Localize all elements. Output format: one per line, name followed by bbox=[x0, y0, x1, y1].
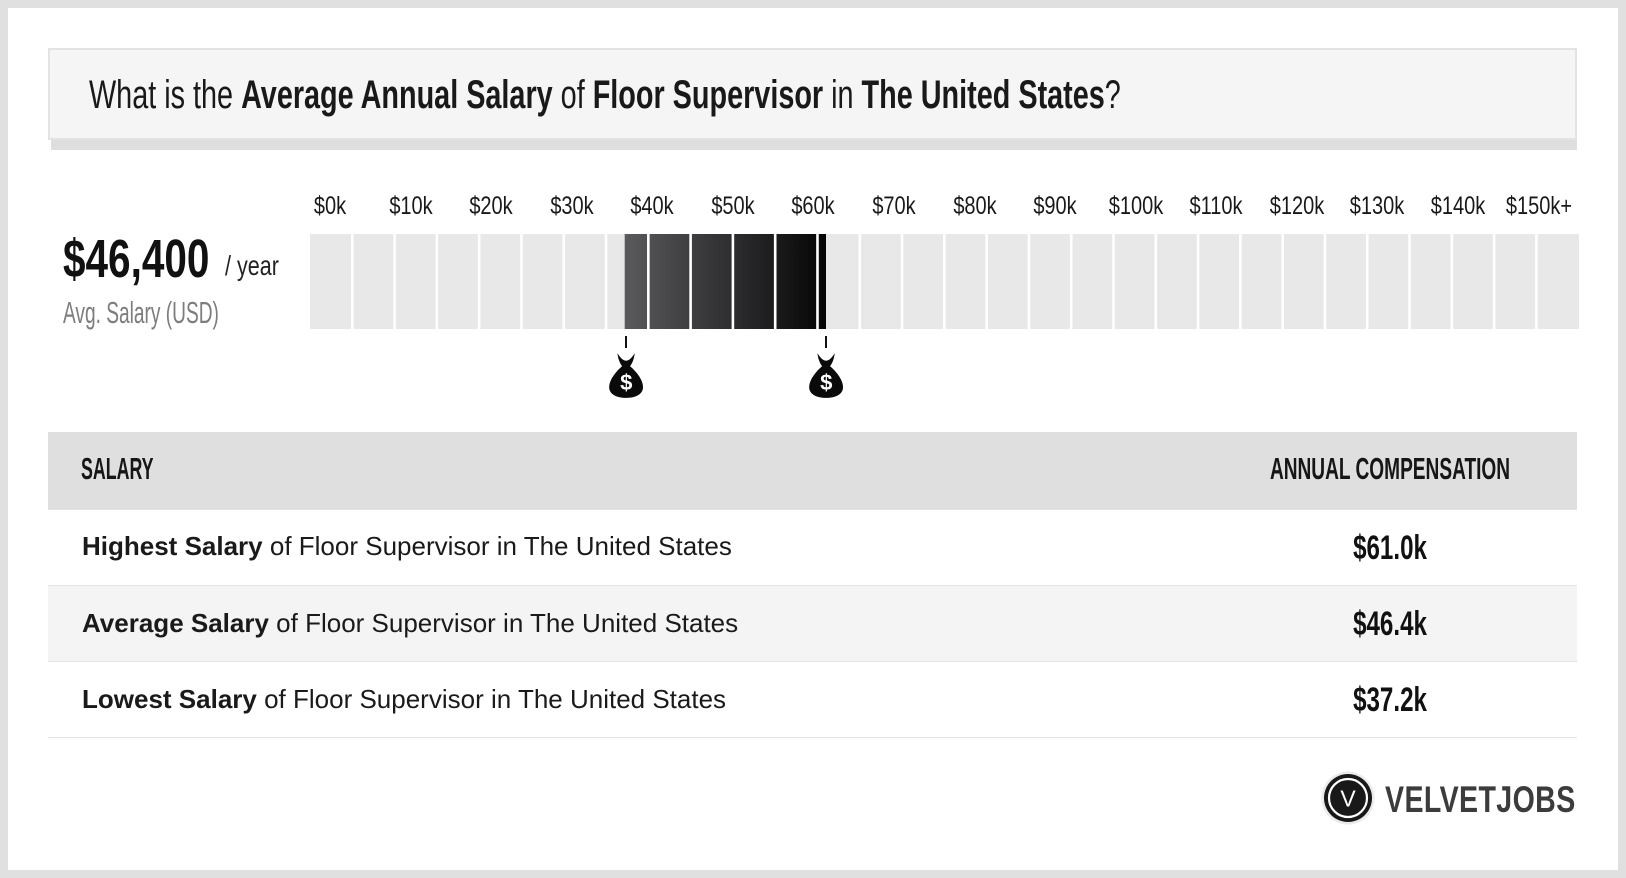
svg-text:$: $ bbox=[620, 370, 632, 395]
svg-text:$: $ bbox=[820, 370, 832, 395]
svg-text:V: V bbox=[1340, 785, 1356, 811]
